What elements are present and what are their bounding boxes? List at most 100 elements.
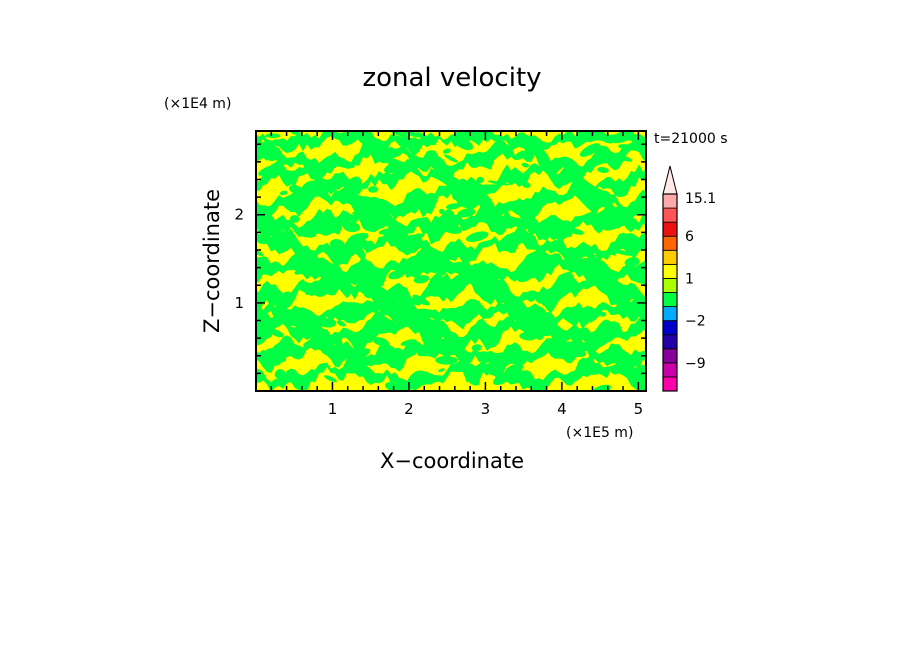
field-patch	[304, 284, 311, 296]
field-patch	[487, 180, 510, 186]
field-patch	[372, 337, 390, 347]
field-patch	[336, 320, 346, 327]
field-patch	[413, 275, 430, 284]
field-patch	[535, 330, 544, 341]
field-patch	[563, 348, 587, 358]
field-patch	[279, 238, 288, 249]
field-patch	[521, 162, 529, 168]
plot-frame	[255, 130, 647, 392]
field-patch	[289, 215, 300, 223]
field-patch	[354, 178, 363, 187]
field-patch	[378, 227, 400, 235]
colorbar-swatch	[662, 362, 678, 378]
field-patch	[256, 249, 264, 256]
x-tick-label: 3	[481, 400, 491, 418]
field-patch	[521, 214, 539, 227]
field-patch	[452, 135, 474, 151]
field-patch	[417, 342, 439, 357]
field-patch	[347, 232, 369, 243]
x-tick-label: 2	[404, 400, 414, 418]
field-patch	[444, 154, 458, 163]
field-patch	[518, 202, 539, 214]
field-patch	[479, 366, 502, 377]
field-patch	[457, 208, 476, 218]
field-patch	[274, 369, 286, 380]
field-patch	[256, 266, 263, 275]
field-patch	[388, 269, 405, 280]
field-patch	[340, 139, 350, 145]
field-patch	[380, 318, 401, 331]
colorbar-tick-label: −2	[685, 314, 706, 330]
field-patch	[579, 143, 600, 157]
field-patch	[497, 240, 507, 248]
x-tick-label: 5	[634, 400, 644, 418]
colorbar-swatch	[662, 320, 678, 336]
field-band	[256, 355, 646, 391]
y-unit-label: (×1E4 m)	[164, 96, 231, 112]
field-patch	[364, 292, 374, 299]
field-patch	[256, 311, 270, 323]
field-patch	[442, 223, 463, 234]
field-patch	[376, 325, 384, 330]
field-patch	[530, 349, 550, 361]
field-patch	[294, 266, 311, 275]
field-patch	[342, 221, 360, 233]
field-band	[256, 331, 646, 378]
field-patch	[265, 133, 281, 139]
x-tick-label: 1	[328, 400, 338, 418]
field-patch	[476, 176, 484, 184]
field-patch	[435, 355, 458, 365]
colorbar-swatch	[662, 193, 678, 209]
field-patch	[370, 212, 393, 221]
colorbar-swatch	[662, 376, 678, 392]
field-patch	[388, 158, 404, 170]
field-patch	[368, 186, 379, 193]
field-patch	[275, 298, 291, 307]
field-patch	[357, 248, 366, 260]
field-patch	[442, 148, 451, 154]
field-patch	[568, 228, 584, 235]
field-patch	[522, 182, 531, 188]
field-patch	[333, 159, 355, 169]
field-patch	[318, 318, 337, 328]
field-patch	[504, 363, 524, 377]
field-patch	[402, 233, 425, 244]
field-patch	[323, 165, 337, 170]
field-patch	[519, 332, 537, 341]
time-label: t=21000 s	[654, 131, 728, 147]
field-patch	[282, 291, 292, 299]
field-patch	[402, 264, 413, 271]
field-patch	[258, 165, 276, 176]
colorbar-swatch	[662, 263, 678, 279]
colorbar-tick-label: 15.1	[685, 191, 716, 207]
field-patch	[624, 257, 640, 268]
field-patch	[466, 231, 489, 242]
colorbar-tick-label: 6	[685, 229, 694, 245]
field-patch	[256, 297, 263, 303]
field-patch	[468, 375, 480, 386]
colorbar-swatch	[662, 207, 678, 223]
field-patch	[385, 382, 401, 391]
field-patch	[329, 239, 345, 251]
field-patch	[334, 338, 343, 350]
field-patch	[339, 372, 346, 377]
chart-title: zonal velocity	[362, 63, 541, 93]
field-patch	[542, 292, 562, 307]
colorbar-swatch	[662, 306, 678, 322]
field-patch	[461, 316, 472, 324]
field-patch	[270, 329, 284, 338]
field-patch	[529, 309, 544, 319]
field-patch	[267, 151, 279, 162]
field-patch	[371, 306, 379, 313]
field-patch	[352, 348, 371, 361]
field-patch	[524, 143, 539, 153]
field-patch	[380, 307, 387, 315]
field-patch	[406, 223, 416, 234]
y-axis-ticks: 12	[234, 143, 646, 375]
field-patch	[342, 274, 349, 280]
field-patch	[570, 333, 592, 341]
y-tick-label: 1	[234, 294, 244, 312]
field-patch	[303, 339, 316, 347]
heatmap-field	[256, 131, 646, 391]
field-patch	[324, 375, 337, 383]
